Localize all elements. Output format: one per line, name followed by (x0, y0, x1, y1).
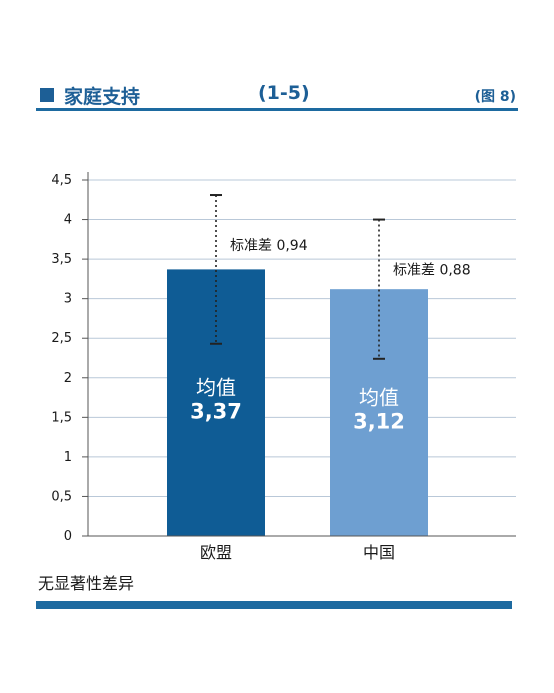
y-tick-label: 1,5 (51, 410, 72, 425)
error-bars (210, 194, 385, 360)
axes (87, 172, 516, 537)
figure-reference: (图 8) (474, 89, 516, 105)
mean-value-label: 3,37 (190, 400, 242, 424)
x-category-label: 欧盟 (200, 543, 232, 562)
std-dev-label: 标准差 0,88 (393, 263, 471, 279)
y-tick-label: 0 (64, 529, 72, 544)
chart-title: 家庭支持 (64, 86, 141, 108)
y-tick-label: 4,5 (51, 173, 72, 188)
y-tick-label: 0,5 (51, 489, 72, 504)
bar-eu (167, 269, 265, 536)
x-category-labels: 欧盟 中国 (200, 543, 395, 562)
x-category-label: 中国 (363, 543, 395, 562)
mean-caption: 均值 (196, 376, 236, 400)
mean-caption: 均值 (359, 386, 399, 410)
footer-rule (36, 601, 512, 609)
header-square-icon (40, 88, 54, 102)
significance-note: 无显著性差异 (38, 574, 135, 593)
y-tick-labels: 0 0,5 1 1,5 2 2,5 3 3,5 4 4,5 (51, 173, 88, 544)
y-tick-label: 3 (64, 292, 72, 307)
std-dev-label: 标准差 0,94 (230, 238, 308, 254)
y-tick-label: 2,5 (51, 331, 72, 346)
header-rule (36, 108, 518, 111)
chart-scale: (1-5) (258, 82, 310, 104)
mean-value-label: 3,12 (353, 410, 405, 434)
y-tick-label: 2 (64, 371, 72, 386)
y-tick-label: 4 (64, 213, 72, 228)
chart-header: 家庭支持 (1-5) (图 8) (36, 82, 518, 110)
y-tick-label: 1 (64, 450, 72, 465)
gridlines (88, 179, 516, 497)
y-tick-label: 3,5 (51, 252, 72, 267)
